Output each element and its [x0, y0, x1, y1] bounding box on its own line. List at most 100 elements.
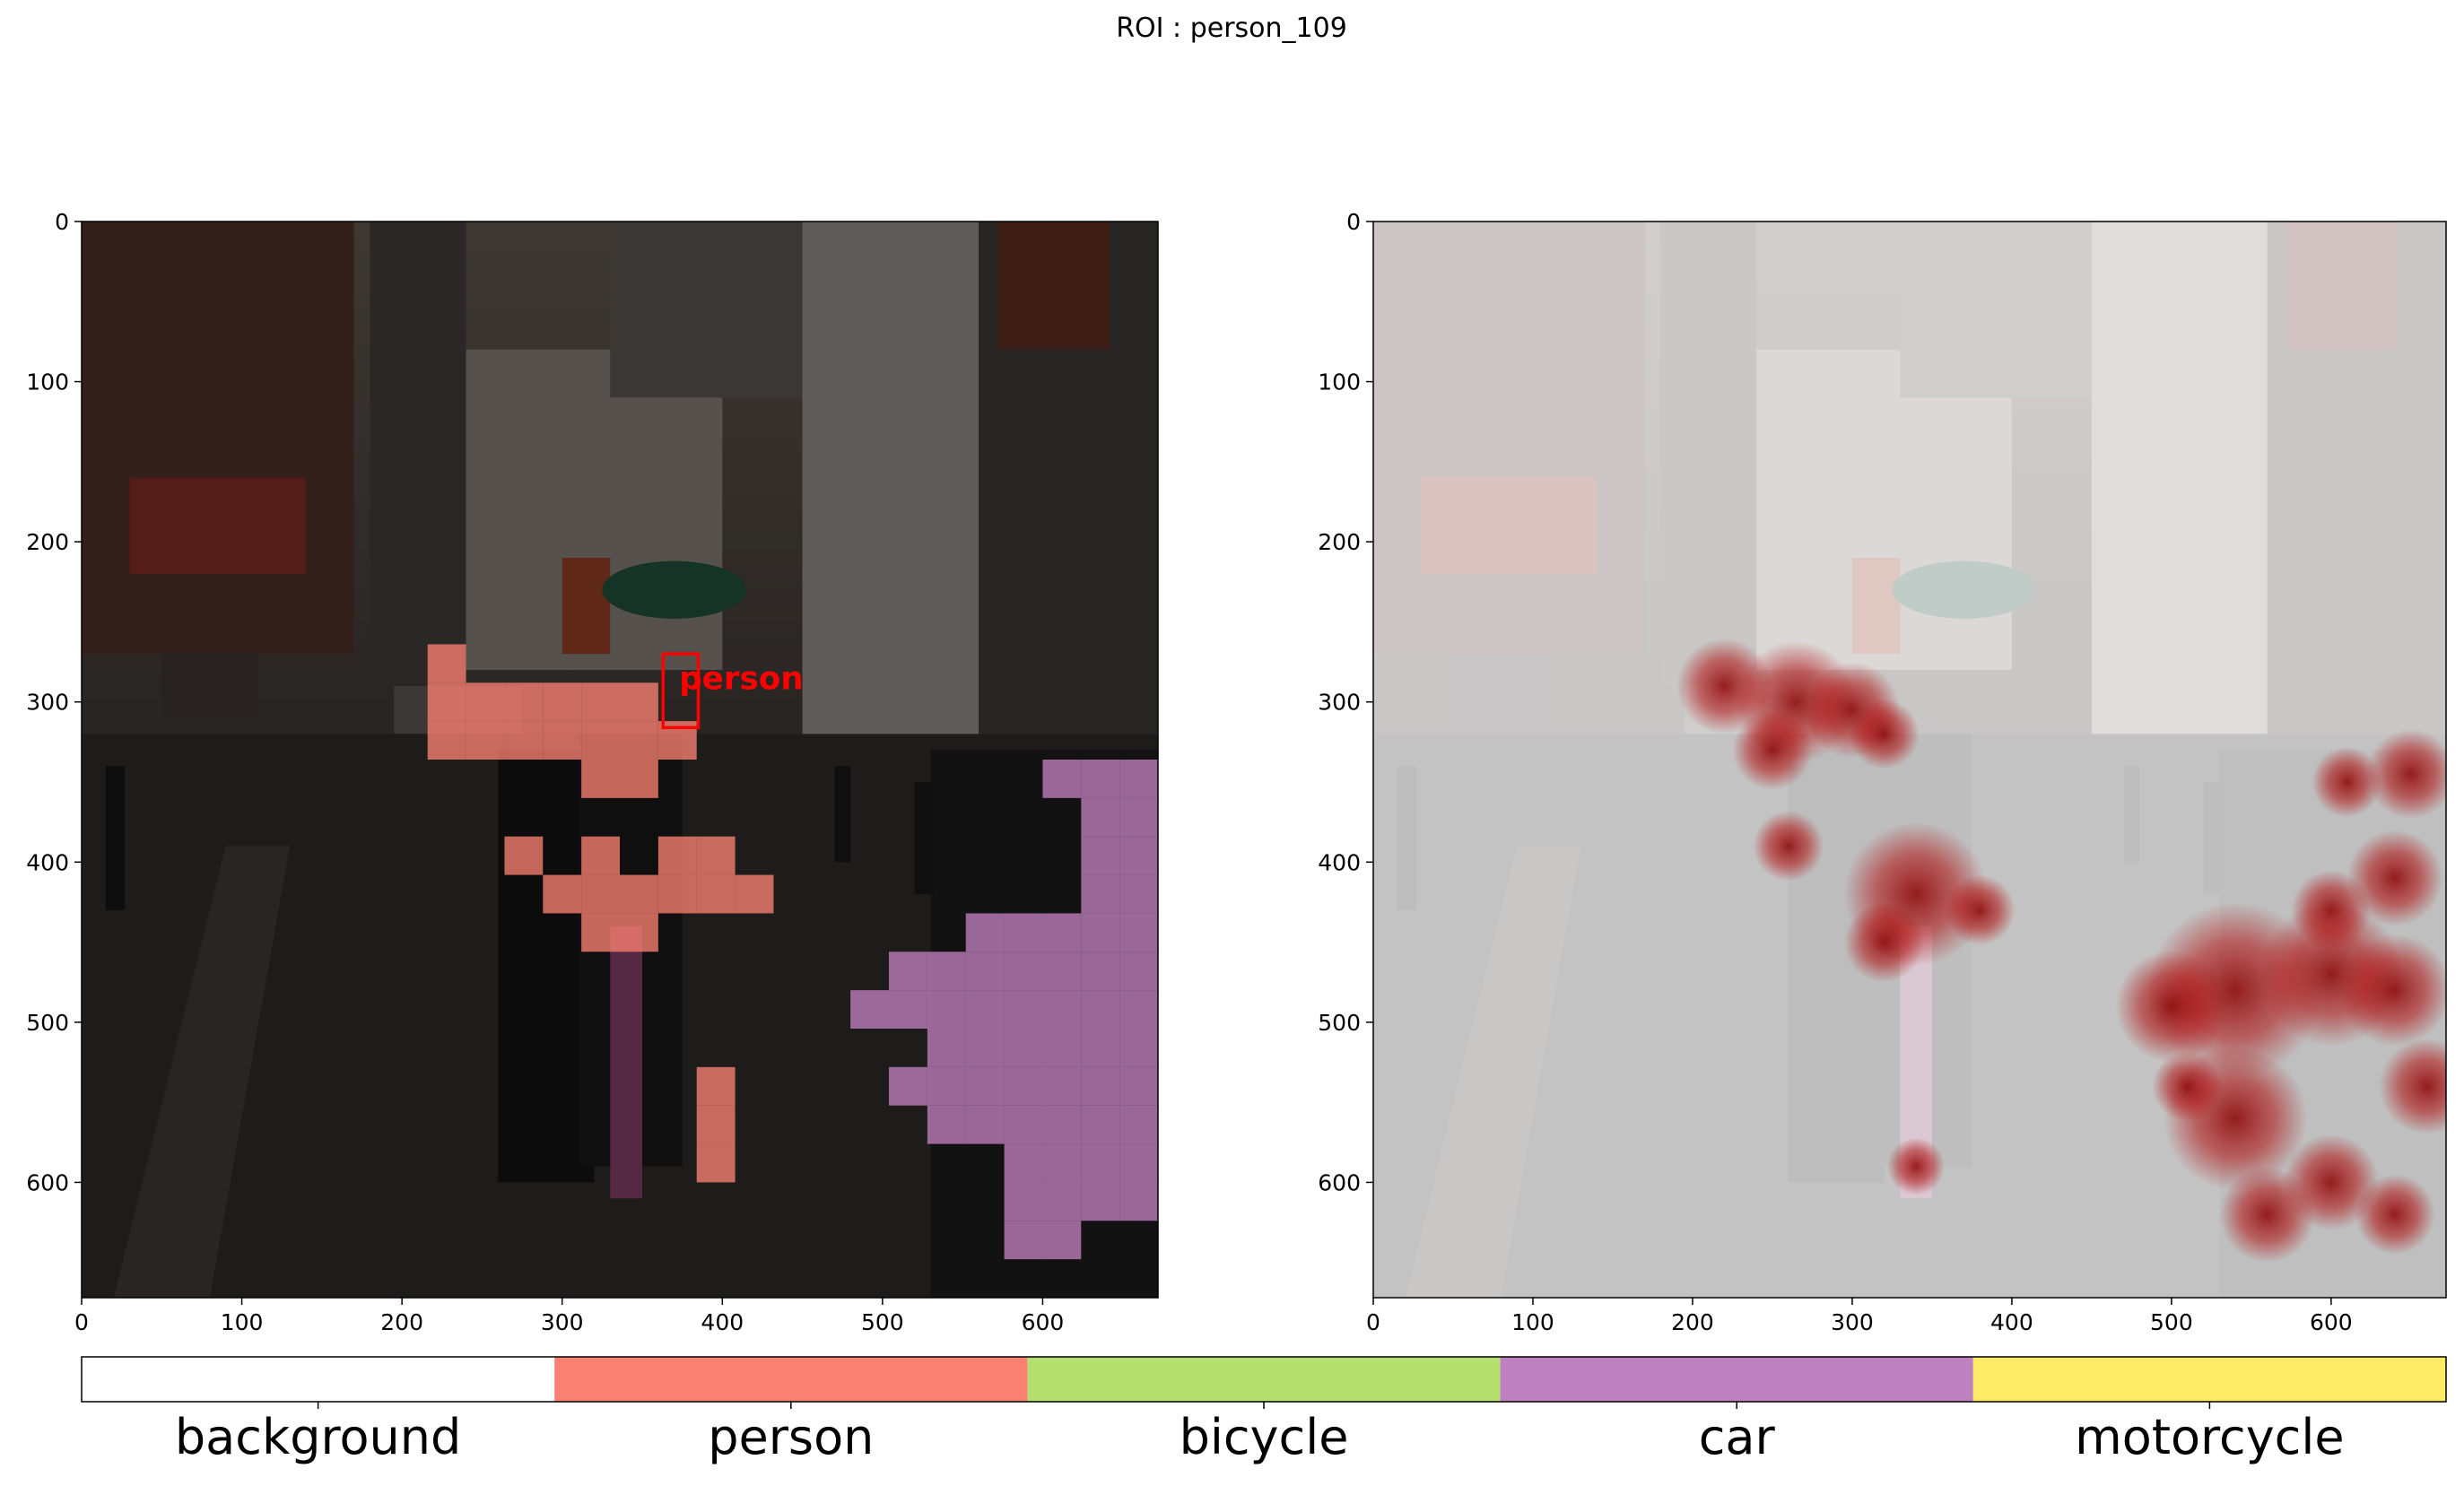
legend-label-bicycle: bicycle	[1180, 1409, 1349, 1465]
segment-patch-person	[620, 721, 658, 760]
heat-spot	[1753, 811, 1824, 882]
segment-patch-car	[1081, 913, 1120, 952]
segment-patch-person	[696, 836, 736, 875]
segment-patch-person	[543, 721, 582, 760]
segment-patch-person	[466, 721, 505, 760]
segment-patch-person	[504, 721, 544, 760]
legend-swatch-motorcycle	[1972, 1357, 2446, 1402]
segment-patch-car	[1158, 1221, 1197, 1259]
y-tick-label: 200	[26, 529, 69, 555]
y-tick-label: 300	[26, 690, 69, 716]
segment-patch-person	[620, 913, 658, 952]
segment-patch-car	[1081, 836, 1120, 875]
x-tick-label: 600	[1022, 1309, 1065, 1335]
segment-patch-person	[581, 836, 620, 875]
segment-patch-car	[850, 990, 889, 1029]
segment-patch-car	[1042, 913, 1082, 952]
segment-patch-person	[504, 682, 544, 722]
x-tick-label: 300	[541, 1309, 584, 1335]
segment-patch-car	[1081, 760, 1120, 798]
heat-spot	[1945, 874, 2016, 946]
segment-patch-car	[965, 1029, 1005, 1067]
right-x-axis: 0 100 200 300 400 500 600	[1366, 1298, 2353, 1335]
segment-patch-person	[427, 644, 466, 683]
x-tick-label: 0	[1366, 1309, 1380, 1335]
legend-label-motorcycle: motorcycle	[2075, 1409, 2344, 1465]
segment-patch-person	[735, 874, 774, 914]
segment-patch-car	[1004, 1029, 1043, 1067]
legend-swatch-bicycle	[1027, 1357, 1501, 1402]
segment-patch-car	[1119, 1066, 1158, 1106]
segment-patch-car	[1119, 874, 1158, 914]
legend-label-person: person	[708, 1409, 874, 1465]
segment-patch-car	[1119, 1105, 1158, 1144]
roi-box	[661, 652, 701, 730]
y-tick-label: 500	[1318, 1010, 1361, 1036]
y-tick-label: 400	[1318, 849, 1361, 875]
right-y-axis: 0 100 200 300 400 500 600	[1318, 209, 1373, 1195]
segment-patch-person	[427, 721, 466, 760]
x-tick-label: 100	[221, 1309, 264, 1335]
y-tick-label: 600	[26, 1169, 69, 1195]
y-tick-label: 300	[1318, 690, 1361, 716]
x-tick-label: 600	[2310, 1309, 2353, 1335]
segment-patch-car	[965, 1066, 1005, 1106]
segment-patch-person	[696, 1105, 736, 1144]
left-panel: person 0 100 200 300 400 500 600 0 100 200 300 400…	[26, 209, 1197, 1335]
segmentation-patches	[427, 644, 1197, 1298]
segment-patch-car	[1081, 1066, 1120, 1106]
right-panel: 0 100 200 300 400 500 600 0 100 200 300 400 500 600	[1318, 209, 2447, 1335]
segment-patch-car	[1004, 1143, 1043, 1183]
segment-patch-person	[466, 682, 505, 722]
segment-patch-person	[581, 874, 620, 914]
left-panel-image: person	[82, 222, 1197, 1298]
segment-patch-car	[965, 1105, 1005, 1144]
x-tick-label: 200	[1671, 1309, 1714, 1335]
heat-spot	[2283, 1134, 2380, 1230]
segment-patch-person	[581, 721, 620, 760]
segment-patch-person	[696, 874, 736, 914]
y-tick-label: 200	[1318, 529, 1361, 555]
segment-patch-car	[1119, 1143, 1158, 1183]
attention-heatmap	[1676, 638, 2446, 1263]
segment-patch-car	[1119, 952, 1158, 991]
segment-patch-person	[657, 874, 697, 914]
segment-patch-car	[1081, 1029, 1120, 1067]
y-tick-label: 500	[26, 1010, 69, 1036]
heat-spot	[1887, 1137, 1946, 1195]
heat-spot	[1849, 699, 1920, 769]
segment-patch-car	[1081, 1143, 1120, 1183]
segment-patch-car	[1081, 874, 1120, 914]
segment-patch-car	[1042, 1221, 1082, 1260]
segment-patch-person	[581, 760, 620, 798]
x-tick-label: 500	[861, 1309, 904, 1335]
segment-patch-car	[927, 952, 966, 991]
segment-patch-car	[1081, 1182, 1120, 1221]
segment-patch-car	[1081, 952, 1120, 991]
x-tick-label: 100	[1511, 1309, 1554, 1335]
segment-patch-car	[927, 1105, 966, 1144]
legend-frame	[81, 1356, 2447, 1403]
heat-spot	[2115, 950, 2228, 1063]
segment-patch-car	[1119, 1182, 1158, 1221]
segment-patch-car	[889, 1066, 927, 1106]
x-tick-label: 200	[380, 1309, 423, 1335]
heat-spot	[2312, 746, 2382, 818]
segment-patch-car	[889, 990, 927, 1029]
segment-patch-car	[927, 1029, 966, 1067]
segment-patch-person	[543, 682, 582, 722]
segment-patch-car	[1042, 1182, 1082, 1221]
segment-patch-car	[927, 1066, 966, 1106]
heat-spot	[2152, 1051, 2223, 1122]
heat-spot	[2355, 1174, 2435, 1255]
segment-patch-car	[1004, 1221, 1043, 1260]
x-tick-label: 400	[1990, 1309, 2033, 1335]
heat-spot	[1844, 901, 1925, 983]
segment-patch-car	[1004, 990, 1043, 1029]
segment-patch-car	[1158, 1259, 1197, 1298]
segment-patch-person	[581, 913, 620, 952]
segment-patch-car	[1004, 1066, 1043, 1106]
left-axes-frame	[81, 221, 1159, 1299]
legend-swatch-background	[82, 1357, 555, 1402]
segment-patch-person	[620, 874, 658, 914]
